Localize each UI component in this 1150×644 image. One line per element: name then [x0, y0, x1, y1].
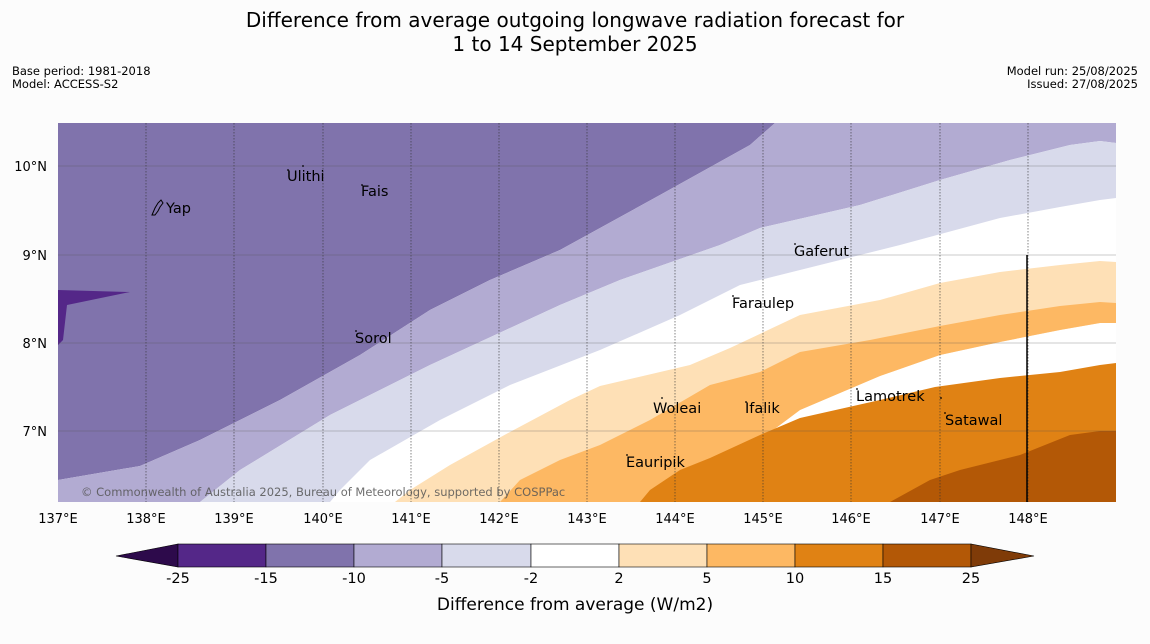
graticule — [145, 123, 1029, 502]
lon-label: 144°E — [655, 512, 695, 527]
colorbar-segment — [177, 543, 267, 568]
lon-label: 137°E — [38, 512, 78, 527]
lon-label: 138°E — [126, 512, 166, 527]
lon-label: 141°E — [391, 512, 431, 527]
colorbar-tick: 25 — [962, 571, 980, 587]
copyright-notice: © Commonwealth of Australia 2025, Bureau… — [81, 485, 565, 499]
meta-right: Model run: 25/08/2025 Issued: 27/08/2025 — [1007, 65, 1138, 91]
meta-left: Base period: 1981-2018 Model: ACCESS-S2 — [12, 65, 151, 91]
colorbar-segment — [706, 543, 796, 568]
lat-lines — [58, 165, 1116, 432]
place-woleai: Woleai — [653, 401, 701, 417]
lon-label: 142°E — [479, 512, 519, 527]
colorbar — [115, 543, 1035, 568]
colorbar-tick: -15 — [254, 571, 278, 587]
colorbar-segment — [530, 543, 620, 568]
model-run-text: Model run: 25/08/2025 — [1006, 64, 1138, 78]
base-period-text: Base period: 1981-2018 — [12, 64, 151, 78]
place-lamotrek: Lamotrek — [856, 389, 925, 405]
band-minus15-to-minus10 — [58, 123, 775, 480]
lon-label: 146°E — [831, 512, 871, 527]
colorbar-segment — [265, 543, 355, 568]
lat-label: 10°N — [14, 160, 47, 175]
place-yap: Yap — [165, 201, 191, 217]
place-ulithi: Ulithi — [287, 169, 325, 185]
colorbar-ticks: -25 -15 -10 -5 -2 2 5 10 15 25 — [166, 571, 980, 587]
place-satawal: Satawal — [945, 413, 1002, 429]
issued-text: Issued: 27/08/2025 — [1027, 77, 1138, 91]
band-minus5-to-minus2 — [200, 141, 1116, 502]
colorbar-tick: 15 — [874, 571, 892, 587]
colorbar-tick: -2 — [524, 571, 538, 587]
title-line-1: Difference from average outgoing longwav… — [245, 8, 905, 32]
colorbar-segment — [794, 543, 884, 568]
place-markers — [287, 165, 946, 456]
colorbar-arrow-low — [115, 543, 179, 568]
colorbar-tick: 10 — [786, 571, 804, 587]
band-minus25-to-minus15 — [58, 290, 130, 345]
yap-island-shape — [151, 199, 164, 216]
band-5-to-10 — [500, 302, 1116, 502]
colorbar-tick: -10 — [342, 571, 366, 587]
band-minus10-to-minus5 — [58, 123, 1116, 502]
model-text: Model: ACCESS-S2 — [12, 77, 119, 91]
lat-axis: 10°N 9°N 8°N 7°N — [14, 160, 47, 440]
lat-label: 7°N — [23, 425, 48, 440]
colorbar-label: Difference from average (W/m2) — [437, 595, 713, 615]
place-gaferut: Gaferut — [794, 244, 849, 260]
place-sorol: Sorol — [355, 331, 392, 347]
colorbar-tick: 5 — [702, 571, 711, 587]
colorbar-segment — [618, 543, 708, 568]
colorbar-tick: -25 — [166, 571, 190, 587]
colorbar-tick: -5 — [435, 571, 449, 587]
lat-label: 8°N — [23, 337, 48, 352]
lon-axis: 137°E 138°E 139°E 140°E 141°E 142°E 143°… — [38, 512, 1048, 527]
place-names: Ulithi Fais Yap Gaferut Faraulep Sorol W… — [165, 169, 1002, 471]
lon-label: 139°E — [214, 512, 254, 527]
colorbar-arrow-high — [970, 543, 1035, 568]
map-title: Difference from average outgoing longwav… — [0, 8, 1150, 56]
colorbar-segment — [441, 543, 532, 568]
colorbar-segment — [882, 543, 972, 568]
place-fais: Fais — [361, 184, 388, 200]
band-15-to-25 — [890, 431, 1116, 502]
colorbar-segment — [353, 543, 443, 568]
place-faraulep: Faraulep — [732, 296, 794, 312]
lon-label: 145°E — [743, 512, 783, 527]
colorbar-tick: 2 — [614, 571, 623, 587]
title-line-2: 1 to 14 September 2025 — [452, 32, 698, 56]
lon-label: 148°E — [1008, 512, 1048, 527]
lon-label: 143°E — [567, 512, 607, 527]
place-eauripik: Eauripik — [626, 455, 685, 471]
lon-label: 140°E — [303, 512, 343, 527]
lat-label: 9°N — [23, 249, 48, 264]
place-ifalik: Ifalik — [745, 401, 780, 417]
lon-label: 147°E — [920, 512, 960, 527]
